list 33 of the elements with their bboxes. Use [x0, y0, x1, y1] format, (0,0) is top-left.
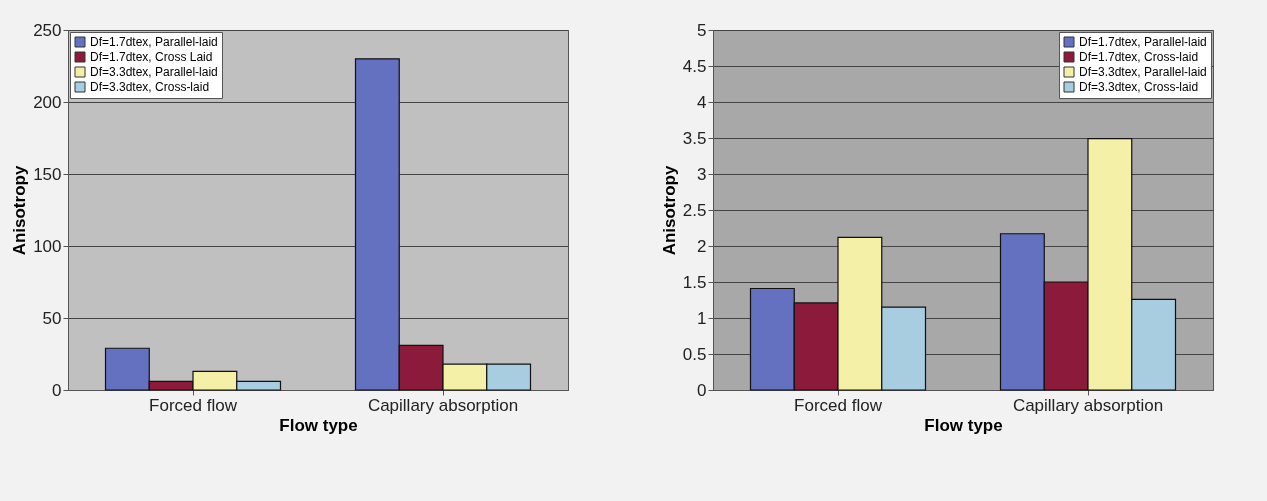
- y-tick-label: 100: [33, 236, 62, 256]
- legend-label: Df=1.7dtex, Cross-laid: [1079, 50, 1199, 64]
- y-tick-label: 1: [697, 308, 707, 328]
- y-tick-label: 3: [697, 164, 707, 184]
- y-tick-label: 0: [697, 380, 707, 400]
- legend-label: Df=3.3dtex, Cross-laid: [90, 80, 210, 94]
- x-tick-label: Capillary absorption: [367, 395, 519, 415]
- y-axis-title: Anisotropy: [659, 165, 679, 256]
- y-tick-label: 250: [33, 20, 62, 40]
- x-tick-label: Forced flow: [149, 395, 238, 415]
- y-tick-label: 4: [697, 92, 707, 112]
- y-tick-label: 200: [33, 92, 62, 112]
- y-tick-label: 150: [33, 164, 62, 184]
- y-tick-label: 5: [697, 20, 707, 40]
- y-tick-label: 1.5: [682, 272, 707, 292]
- y-tick-label: 4.5: [682, 56, 707, 76]
- legend-label: Df=1.7dtex, Parallel-laid: [1079, 35, 1207, 49]
- legend-label: Df=3.3dtex, Parallel-laid: [90, 65, 218, 79]
- y-tick-label: 50: [42, 308, 62, 328]
- legend-label: Df=1.7dtex, Cross Laid: [90, 50, 213, 64]
- y-tick-label: 2.5: [682, 200, 707, 220]
- legend-label: Df=3.3dtex, Parallel-laid: [1079, 65, 1207, 79]
- y-tick-label: 3.5: [682, 128, 707, 148]
- y-tick-label: 2: [697, 236, 707, 256]
- y-axis-title: Anisotropy: [10, 165, 30, 256]
- y-tick-label: 0.5: [682, 344, 707, 364]
- x-axis-title: Flow type: [924, 415, 1003, 435]
- y-tick-label: 0: [52, 380, 62, 400]
- x-axis-title: Flow type: [279, 415, 358, 435]
- x-tick-label: Forced flow: [794, 395, 883, 415]
- legend-label: Df=3.3dtex, Cross-laid: [1079, 80, 1199, 94]
- x-tick-label: Capillary absorption: [1012, 395, 1164, 415]
- legend-label: Df=1.7dtex, Parallel-laid: [90, 35, 218, 49]
